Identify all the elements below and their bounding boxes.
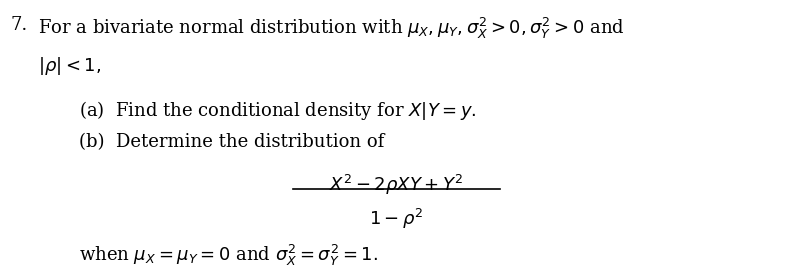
Text: $|\rho| < 1,$: $|\rho| < 1,$	[38, 55, 101, 77]
Text: (b)  Determine the distribution of: (b) Determine the distribution of	[79, 133, 384, 151]
Text: when $\mu_X = \mu_Y = 0$ and $\sigma_X^2 = \sigma_Y^2 = 1.$: when $\mu_X = \mu_Y = 0$ and $\sigma_X^2…	[79, 243, 378, 267]
Text: (a)  Find the conditional density for $X|Y = y.$: (a) Find the conditional density for $X|…	[79, 99, 477, 122]
Text: For a bivariate normal distribution with $\mu_X, \mu_Y, \sigma_X^2 > 0, \sigma_Y: For a bivariate normal distribution with…	[38, 16, 625, 41]
Text: 7.: 7.	[10, 16, 28, 34]
Text: $X^2 - 2\rho XY + Y^2$: $X^2 - 2\rho XY + Y^2$	[330, 173, 464, 197]
Text: $1 - \rho^2$: $1 - \rho^2$	[369, 207, 424, 231]
